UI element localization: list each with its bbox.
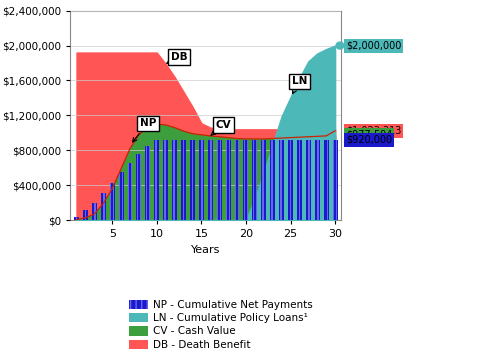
Bar [314, 140, 319, 220]
Text: $977,594: $977,594 [345, 130, 391, 140]
Bar [273, 140, 274, 220]
Bar [334, 140, 335, 220]
Bar [156, 140, 157, 220]
Bar [281, 140, 282, 220]
Bar [282, 140, 283, 220]
Bar [154, 140, 159, 220]
Bar [297, 140, 298, 220]
Bar [234, 140, 239, 220]
Bar [76, 217, 77, 220]
Text: NP: NP [132, 118, 156, 142]
Bar [227, 140, 228, 220]
Bar [181, 140, 182, 220]
Bar [297, 140, 301, 220]
Bar [85, 209, 86, 220]
Bar [190, 140, 191, 220]
Bar [254, 140, 255, 220]
Bar [288, 140, 293, 220]
Bar [245, 140, 246, 220]
Bar [216, 140, 221, 220]
Bar [189, 140, 194, 220]
Bar [332, 140, 337, 220]
Bar [218, 140, 219, 220]
Bar [316, 140, 317, 220]
Bar [127, 163, 132, 220]
X-axis label: Years: Years [191, 245, 220, 255]
Bar [202, 140, 203, 220]
Bar [324, 140, 325, 220]
Bar [122, 172, 123, 220]
Bar [110, 182, 114, 220]
Bar [165, 140, 166, 220]
Bar [272, 140, 273, 220]
Bar [300, 140, 301, 220]
Bar [128, 163, 129, 220]
Bar [261, 140, 266, 220]
Bar [110, 182, 111, 220]
Bar [95, 203, 96, 220]
Bar [225, 140, 230, 220]
Bar [279, 140, 284, 220]
Bar [325, 140, 326, 220]
Bar [184, 140, 185, 220]
Bar [305, 140, 310, 220]
Text: $1,023,313: $1,023,313 [345, 126, 400, 136]
Bar [193, 140, 194, 220]
Bar [172, 140, 177, 220]
Bar [236, 140, 237, 220]
Text: $920,000: $920,000 [345, 135, 391, 145]
Bar [181, 140, 185, 220]
Text: CV: CV [211, 120, 231, 135]
Bar [147, 146, 148, 220]
Bar [104, 193, 105, 220]
Bar [166, 140, 167, 220]
Bar [209, 140, 210, 220]
Bar [83, 209, 88, 220]
Bar [198, 140, 203, 220]
Bar [246, 140, 247, 220]
Bar [309, 140, 310, 220]
Bar [199, 140, 200, 220]
Bar [145, 146, 150, 220]
Bar [172, 140, 173, 220]
Bar [138, 154, 139, 220]
Bar [136, 154, 141, 220]
Bar [315, 140, 316, 220]
Bar [263, 140, 264, 220]
Bar [252, 140, 257, 220]
Bar [237, 140, 238, 220]
Bar [175, 140, 176, 220]
Bar [113, 182, 114, 220]
Bar [163, 140, 168, 220]
Bar [86, 209, 87, 220]
Bar [208, 140, 209, 220]
Bar [137, 154, 138, 220]
Bar [243, 140, 248, 220]
Bar [306, 140, 307, 220]
Text: $2,000,000: $2,000,000 [345, 40, 400, 50]
Bar [270, 140, 275, 220]
Legend: NP - Cumulative Net Payments, LN - Cumulative Policy Loans¹, CV - Cash Value, DB: NP - Cumulative Net Payments, LN - Cumul… [129, 300, 312, 350]
Bar [101, 193, 106, 220]
Bar [74, 217, 79, 220]
Bar [129, 163, 130, 220]
Text: DB: DB [166, 52, 187, 63]
Bar [119, 172, 120, 220]
Bar [288, 140, 289, 220]
Bar [291, 140, 292, 220]
Bar [323, 140, 328, 220]
Bar [207, 140, 212, 220]
Bar [94, 203, 95, 220]
Bar [118, 172, 123, 220]
Bar [101, 193, 102, 220]
Bar [92, 203, 97, 220]
Text: LN: LN [291, 76, 307, 94]
